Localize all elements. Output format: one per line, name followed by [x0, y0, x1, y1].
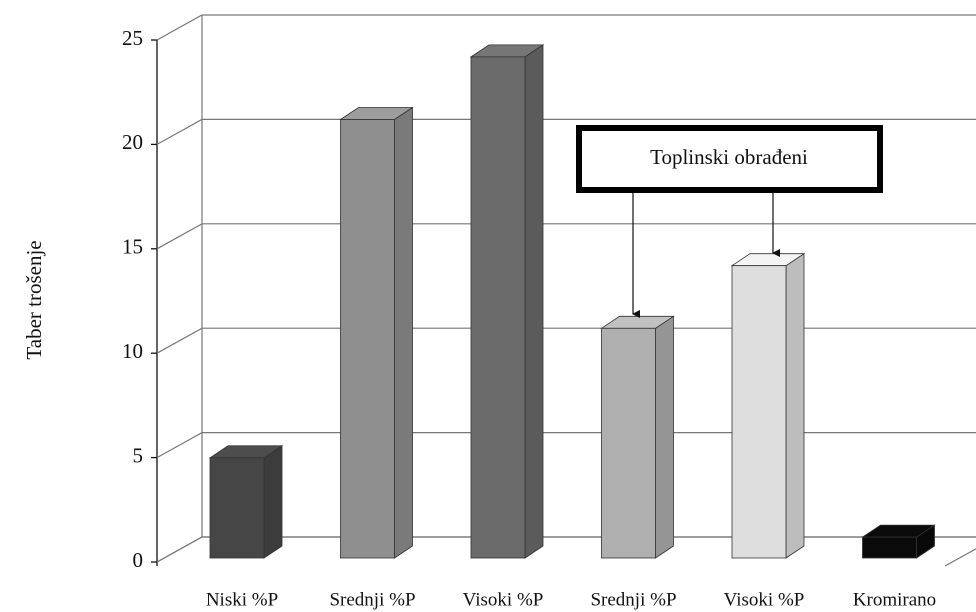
bar-side [394, 106, 413, 559]
annotation-text: Toplinski obrađeni [650, 145, 808, 169]
bar [469, 44, 545, 559]
bar [730, 252, 806, 559]
bar [208, 445, 284, 559]
bar-front [470, 56, 526, 559]
bar [861, 524, 936, 559]
x-tick-label: Visoki %P [724, 589, 805, 610]
y-tick-label: 5 [133, 443, 144, 467]
grid-line [156, 327, 976, 354]
x-tick-label: Kromirano [853, 589, 936, 610]
y-tick-label: 15 [122, 235, 143, 259]
bar-side [524, 44, 544, 559]
bar [600, 315, 675, 559]
grid-line [156, 223, 976, 250]
bar-side [655, 315, 674, 559]
bar-front [731, 265, 787, 559]
annotation-box [576, 125, 883, 193]
y-axis-label: Taber trošenje [22, 240, 46, 359]
bar-front [862, 536, 917, 559]
grid-line [156, 432, 976, 459]
bar-side [263, 445, 283, 559]
x-tick-label: Srednji %P [590, 589, 676, 610]
bar [339, 106, 414, 559]
y-tick-label: 10 [122, 339, 143, 363]
annotation: Toplinski obrađeni [576, 125, 883, 318]
grid-line [156, 14, 976, 41]
grid-line [156, 536, 976, 563]
y-tick-label: 25 [122, 26, 143, 50]
y-tick-label: 20 [122, 130, 143, 154]
floor-right [944, 548, 976, 567]
bar-front [601, 327, 656, 559]
bars: Niski %P Srednji %P Visoki %P Srednji %P Vis… [206, 44, 936, 610]
y-tick-label: 0 [133, 548, 144, 572]
x-tick-label: Niski %P [206, 589, 278, 610]
grid-line [156, 118, 976, 145]
bar-side [785, 252, 805, 559]
bar-front [340, 119, 395, 559]
plot-back: 0 5 10 15 20 25 [122, 14, 976, 572]
bar-front [209, 457, 265, 559]
x-tick-label: Srednji %P [329, 589, 415, 610]
x-tick-label: Visoki %P [463, 589, 544, 610]
